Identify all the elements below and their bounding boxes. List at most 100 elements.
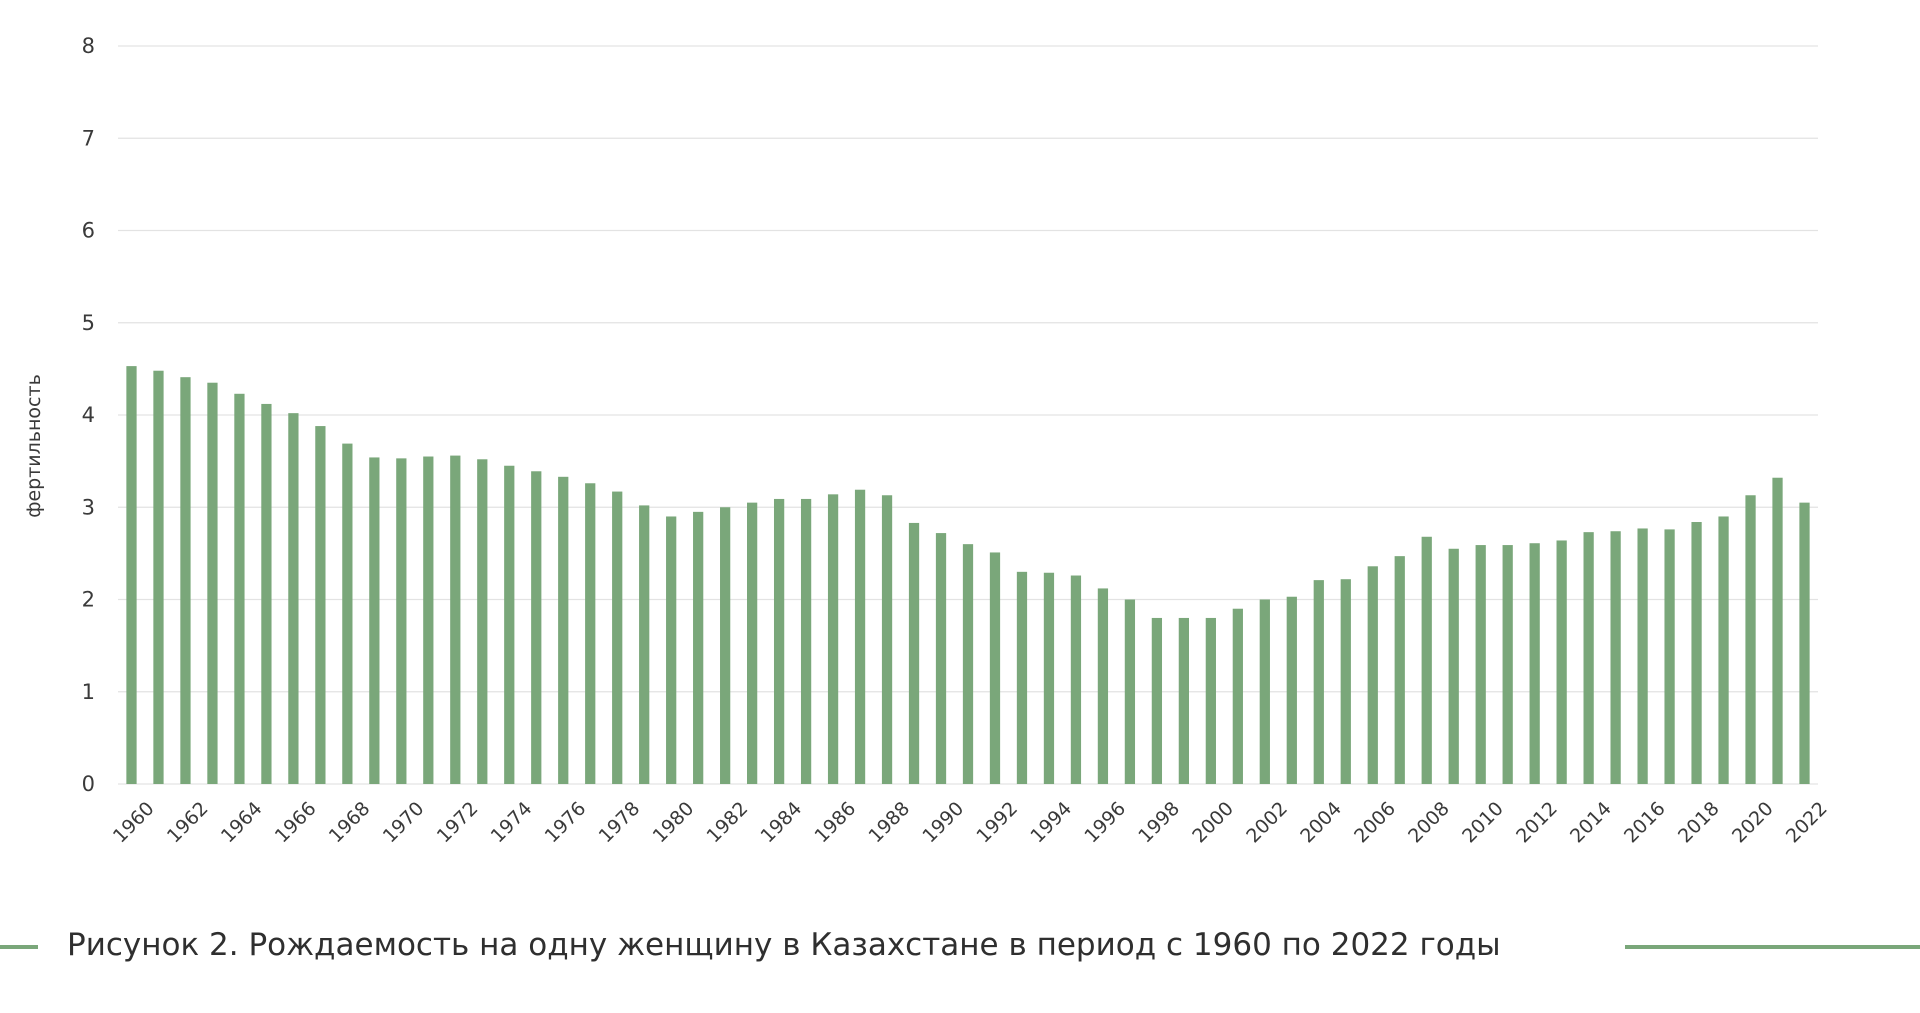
y-tick-label: 6	[82, 219, 95, 243]
bar-2014	[1583, 532, 1594, 784]
bar-2021	[1772, 477, 1783, 784]
x-tick-label: 1976	[541, 798, 591, 848]
bar-1960	[126, 366, 137, 784]
x-tick-label: 1972	[433, 798, 483, 848]
bar-2011	[1502, 545, 1513, 784]
bar-1982	[720, 507, 731, 784]
y-tick-label: 2	[82, 588, 95, 612]
bar-2003	[1286, 596, 1297, 784]
bar-1964	[234, 393, 245, 784]
x-tick-label: 2020	[1728, 798, 1778, 848]
bar-1981	[693, 511, 704, 784]
y-axis-label: фертильность	[23, 374, 45, 518]
bar-1985	[800, 498, 812, 784]
x-tick-label: 1994	[1026, 798, 1076, 848]
x-tick-label: 2002	[1242, 798, 1292, 848]
bar-2018	[1691, 522, 1702, 784]
bar-2004	[1313, 580, 1324, 784]
bar-1977	[585, 483, 596, 784]
bar-1965	[261, 403, 272, 784]
caption-accent-line-left	[0, 945, 38, 949]
bar-1966	[288, 413, 299, 784]
bar-1979	[639, 505, 650, 784]
bar-1990	[935, 533, 947, 784]
bar-2008	[1421, 536, 1432, 784]
bar-1997	[1124, 599, 1136, 784]
x-tick-label: 1988	[864, 798, 914, 848]
y-tick-label: 1	[82, 680, 95, 704]
x-tick-label: 1992	[972, 798, 1022, 848]
figure-caption-row: Рисунок 2. Рождаемость на одну женщину в…	[0, 920, 1920, 970]
bar-1980	[666, 516, 677, 784]
bar-1988	[881, 495, 893, 784]
bar-1969	[369, 457, 380, 784]
bar-1961	[153, 370, 164, 784]
bars	[126, 366, 1810, 784]
x-tick-label: 2022	[1782, 798, 1832, 848]
x-tick-label: 1996	[1080, 798, 1130, 848]
bar-2013	[1556, 540, 1567, 784]
figure-caption: Рисунок 2. Рождаемость на одну женщину в…	[67, 927, 1501, 963]
x-tick-label: 2006	[1350, 798, 1400, 848]
bar-2022	[1799, 502, 1810, 784]
bar-1986	[827, 494, 839, 784]
x-tick-label: 1980	[649, 798, 699, 848]
bar-1971	[423, 456, 434, 784]
y-tick-label: 3	[82, 495, 95, 519]
x-tick-label: 1998	[1134, 798, 1184, 848]
x-tick-label: 2010	[1458, 798, 1508, 848]
x-tick-label: 2004	[1296, 798, 1346, 848]
x-tick-label: 1970	[379, 798, 429, 848]
bar-2000	[1205, 617, 1216, 784]
bar-1978	[612, 491, 623, 784]
bar-2020	[1745, 495, 1756, 784]
x-tick-label: 1990	[918, 798, 968, 848]
bar-2002	[1259, 599, 1270, 784]
y-tick-label: 4	[82, 403, 95, 427]
bar-2015	[1610, 531, 1621, 784]
bar-1970	[396, 458, 407, 784]
bar-1962	[180, 377, 191, 784]
bar-1998	[1151, 617, 1163, 784]
bar-2005	[1340, 579, 1351, 784]
bar-1993	[1016, 571, 1028, 784]
x-tick-label: 1964	[217, 798, 267, 848]
x-axis-tick-labels: 1960 1962 1964 1966 1968 1970 1972 1974 1976 1978…	[109, 798, 1832, 848]
bar-2017	[1664, 529, 1675, 784]
bar-2019	[1718, 516, 1729, 784]
bar-1967	[315, 426, 326, 784]
bar-1968	[342, 443, 353, 784]
bar-1963	[207, 382, 218, 784]
bar-1996	[1097, 588, 1109, 784]
x-tick-label: 2016	[1620, 798, 1670, 848]
y-axis-tick-labels: 0 1 2 3 4 5 6 7 8	[82, 34, 95, 796]
bar-1972	[450, 455, 461, 784]
y-tick-label: 5	[82, 311, 95, 335]
x-tick-label: 1960	[109, 798, 159, 848]
bar-1987	[854, 489, 866, 784]
y-tick-label: 8	[82, 34, 95, 58]
x-tick-label: 1984	[757, 798, 807, 848]
bar-2010	[1475, 545, 1486, 784]
x-tick-label: 1962	[163, 798, 213, 848]
bar-1989	[908, 522, 920, 784]
x-tick-label: 1966	[271, 798, 321, 848]
y-tick-label: 0	[82, 772, 95, 796]
bar-2007	[1394, 556, 1405, 784]
bar-2009	[1448, 548, 1459, 784]
x-tick-label: 1986	[810, 798, 860, 848]
x-tick-label: 2008	[1404, 798, 1454, 848]
x-tick-label: 2014	[1566, 798, 1616, 848]
bar-1992	[989, 552, 1001, 784]
bar-2012	[1529, 543, 1540, 784]
bar-1984	[773, 498, 785, 784]
x-tick-label: 2018	[1674, 798, 1724, 848]
bar-1973	[477, 459, 488, 784]
x-tick-label: 1974	[487, 798, 537, 848]
bar-1999	[1178, 617, 1189, 784]
x-tick-label: 1982	[703, 798, 753, 848]
x-tick-label: 2000	[1188, 798, 1238, 848]
bar-1994	[1043, 572, 1055, 784]
bar-2001	[1232, 608, 1243, 784]
caption-accent-line-right	[1625, 945, 1920, 949]
